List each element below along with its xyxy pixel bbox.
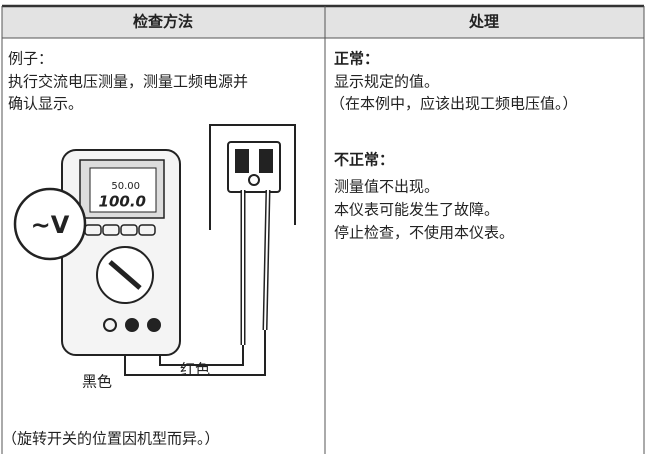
normal-title: 正常： <box>334 50 379 68</box>
header-bg <box>2 6 644 38</box>
example-label: 例子： <box>8 50 53 68</box>
instruction: 执行交流电压测量，测量工频电源并 <box>8 73 248 91</box>
instruction: 确认显示。 <box>8 95 83 113</box>
normal-line: （在本例中，应该出现工频电压值。） <box>330 95 578 113</box>
note: （旋转开关的位置因机型而异。） <box>2 430 220 448</box>
red-label: 红色 <box>180 361 210 379</box>
normal-line: 显示规定的值。 <box>334 73 439 91</box>
black-label: 黑色 <box>82 373 112 391</box>
header-cell: 检查方法 <box>133 13 193 31</box>
outlet-box <box>209 124 296 230</box>
header-cell: 处理 <box>468 13 499 31</box>
abnormal-title: 不正常： <box>334 151 394 169</box>
abnormal-line: 本仪表可能发生了故障。 <box>334 201 499 219</box>
display-sub: 50.00 <box>111 181 140 192</box>
function-label: ∼V <box>31 211 70 239</box>
function-circle <box>13 187 87 261</box>
display-main: 100.0 <box>99 193 146 211</box>
abnormal-line: 测量值不出现。 <box>334 178 439 196</box>
illustration <box>13 124 296 376</box>
abnormal-line: 停止检查，不使用本仪表。 <box>334 224 514 242</box>
